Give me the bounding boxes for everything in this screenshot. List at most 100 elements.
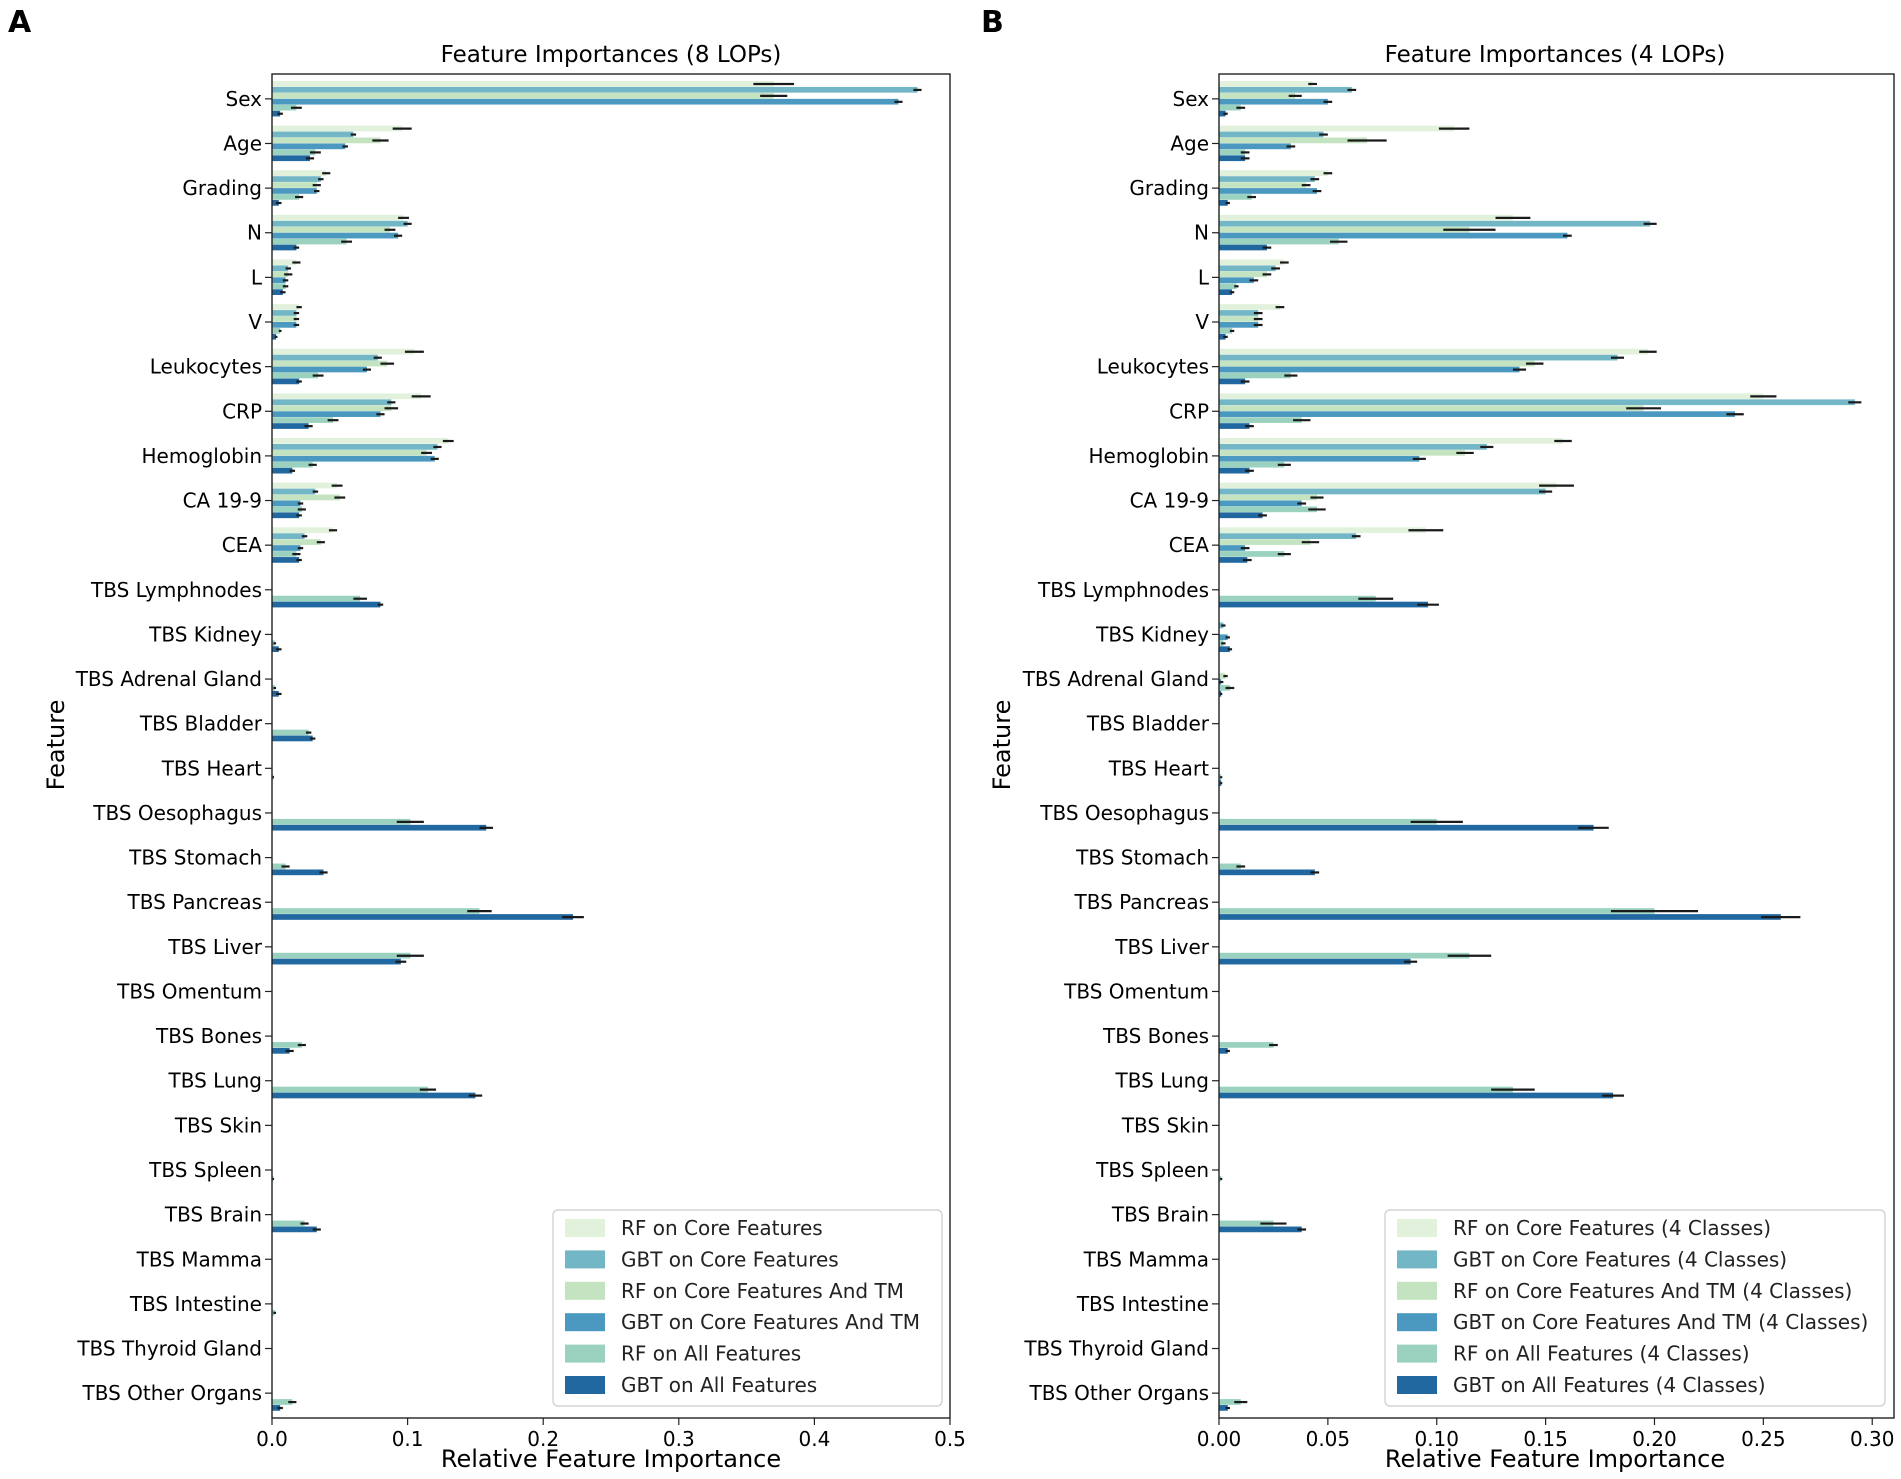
x-tick-label: 0.10	[1414, 1427, 1459, 1451]
bar-1-s1-c4	[1219, 265, 1276, 272]
y-tick-label: TBS Lymphnodes	[90, 578, 262, 602]
bar-0-s5-c0	[272, 110, 281, 117]
bar-1-s5-c21	[1219, 1048, 1228, 1054]
x-tick-label: 0.3	[663, 1427, 695, 1451]
bar-0-s4-c27	[272, 1309, 275, 1316]
legend-label-0: RF on Core Features (4 Classes)	[1453, 1216, 1771, 1240]
bar-0-s0-c6	[272, 348, 415, 355]
y-tick-label: TBS Liver	[167, 935, 262, 959]
y-tick-label: TBS Thyroid Gland	[76, 1337, 262, 1361]
legend-box	[1384, 1209, 1886, 1407]
bar-1-s5-c7	[1219, 423, 1250, 429]
y-tick-label: Age	[223, 131, 262, 155]
x-tick-label: 0.30	[1850, 1427, 1895, 1451]
bar-1-s5-c11	[1219, 601, 1429, 608]
y-tick-label: Grading	[1129, 176, 1209, 200]
bar-0-s0-c9	[272, 482, 338, 489]
chart-title-a: Feature Importances (8 LOPs)	[441, 42, 782, 68]
y-tick-label: Age	[1170, 131, 1209, 155]
y-tick-label: TBS Other Organs	[82, 1381, 262, 1405]
bar-1-s3-c7	[1219, 411, 1736, 417]
legend-swatch-1	[565, 1250, 605, 1269]
bar-0-s3-c8	[272, 455, 435, 462]
bar-0-s4-c12	[272, 640, 275, 647]
bar-1-s1-c1	[1219, 131, 1324, 138]
y-tick-label: TBS Bladder	[1086, 712, 1210, 736]
legend-label-5: GBT on All Features (4 Classes)	[1453, 1373, 1766, 1397]
legend-swatch-3	[1397, 1313, 1437, 1332]
bar-1-s2-c1	[1219, 137, 1368, 144]
bar-1-s1-c2	[1219, 176, 1315, 182]
bar-0-s5-c12	[272, 646, 279, 653]
bar-0-s1-c7	[272, 399, 392, 406]
legend-swatch-4	[1397, 1344, 1437, 1363]
y-tick-label: TBS Heart	[1108, 756, 1209, 780]
bar-0-s5-c1	[272, 155, 310, 162]
bar-1-s3-c8	[1219, 455, 1420, 462]
bar-1-s2-c7	[1219, 405, 1644, 412]
bar-1-s4-c12	[1219, 640, 1224, 647]
bar-0-s5-c7	[272, 423, 309, 429]
bar-0-s2-c3	[272, 226, 390, 233]
y-tick-label: Sex	[226, 87, 263, 111]
bar-0-s2-c6	[272, 360, 388, 367]
x-tick-label: 0.0	[256, 1427, 288, 1451]
bar-0-s0-c10	[272, 527, 334, 534]
bar-0-s5-c6	[272, 378, 300, 385]
bar-1-s0-c1	[1219, 125, 1455, 132]
y-tick-label: CEA	[1169, 533, 1210, 557]
bar-1-s5-c22	[1219, 1092, 1614, 1099]
bar-1-s5-c18	[1219, 914, 1781, 920]
bar-1-s4-c5	[1219, 327, 1233, 334]
y-tick-label: TBS Lung	[168, 1069, 262, 1093]
y-tick-label: Sex	[1173, 87, 1210, 111]
bar-1-s5-c2	[1219, 200, 1228, 206]
y-tick-label: TBS Heart	[161, 756, 262, 780]
bar-0-s4-c16	[272, 818, 411, 825]
y-tick-label: TBS Bones	[155, 1024, 262, 1048]
panel-letter-b: B	[981, 5, 1004, 40]
bar-0-s2-c4	[272, 271, 289, 278]
bar-1-s0-c5	[1219, 304, 1280, 310]
bar-1-s4-c25	[1219, 1220, 1274, 1227]
bar-1-s5-c1	[1219, 155, 1246, 162]
bar-0-s4-c25	[272, 1220, 305, 1227]
x-axis-label-b: Relative Feature Importance	[1385, 1445, 1725, 1473]
bar-0-s3-c4	[272, 277, 286, 284]
plot-area-a: 0.0 0.1 0.2 0.3 0.4 0.5 Sex Age Grading NLV Leukoc…	[75, 73, 966, 1451]
y-tick-label: Grading	[182, 176, 262, 200]
y-tick-label: TBS Intestine	[129, 1292, 262, 1316]
bar-1-s2-c10	[1219, 539, 1311, 545]
bar-1-s1-c7	[1219, 399, 1855, 406]
bar-0-s5-c3	[272, 244, 297, 251]
y-tick-label: TBS Mamma	[136, 1247, 262, 1271]
bar-0-s5-c25	[272, 1226, 317, 1233]
bar-1-s0-c0	[1219, 81, 1313, 87]
y-tick-label: V	[1195, 310, 1209, 334]
legend-label-4: RF on All Features (4 Classes)	[1453, 1342, 1750, 1366]
y-tick-label: TBS Skin	[174, 1113, 262, 1137]
y-tick-label: Leukocytes	[1097, 355, 1209, 379]
bar-0-s4-c8	[272, 461, 313, 468]
bar-1-s0-c9	[1219, 482, 1557, 489]
bar-0-s4-c19	[272, 952, 411, 959]
y-tick-label: TBS Adrenal Gland	[75, 667, 262, 691]
bar-0-s1-c4	[272, 265, 289, 272]
bar-0-s4-c18	[272, 908, 480, 914]
bar-0-s0-c8	[272, 438, 449, 444]
bar-1-s4-c17	[1219, 863, 1241, 870]
bar-0-s5-c16	[272, 824, 487, 831]
bar-0-s4-c4	[272, 283, 286, 290]
x-tick-label: 0.4	[798, 1427, 830, 1451]
y-tick-label: TBS Omentum	[116, 979, 262, 1003]
bar-1-s5-c29	[1219, 1405, 1228, 1411]
bar-0-s4-c10	[272, 551, 297, 557]
y-tick-label: TBS Kidney	[148, 622, 262, 646]
bar-1-s0-c4	[1219, 259, 1285, 266]
bar-0-s0-c1	[272, 125, 403, 132]
bar-0-s1-c3	[272, 220, 408, 227]
bar-0-s5-c5	[272, 333, 277, 340]
bar-1-s5-c3	[1219, 244, 1267, 251]
bar-0-s3-c0	[272, 98, 899, 105]
